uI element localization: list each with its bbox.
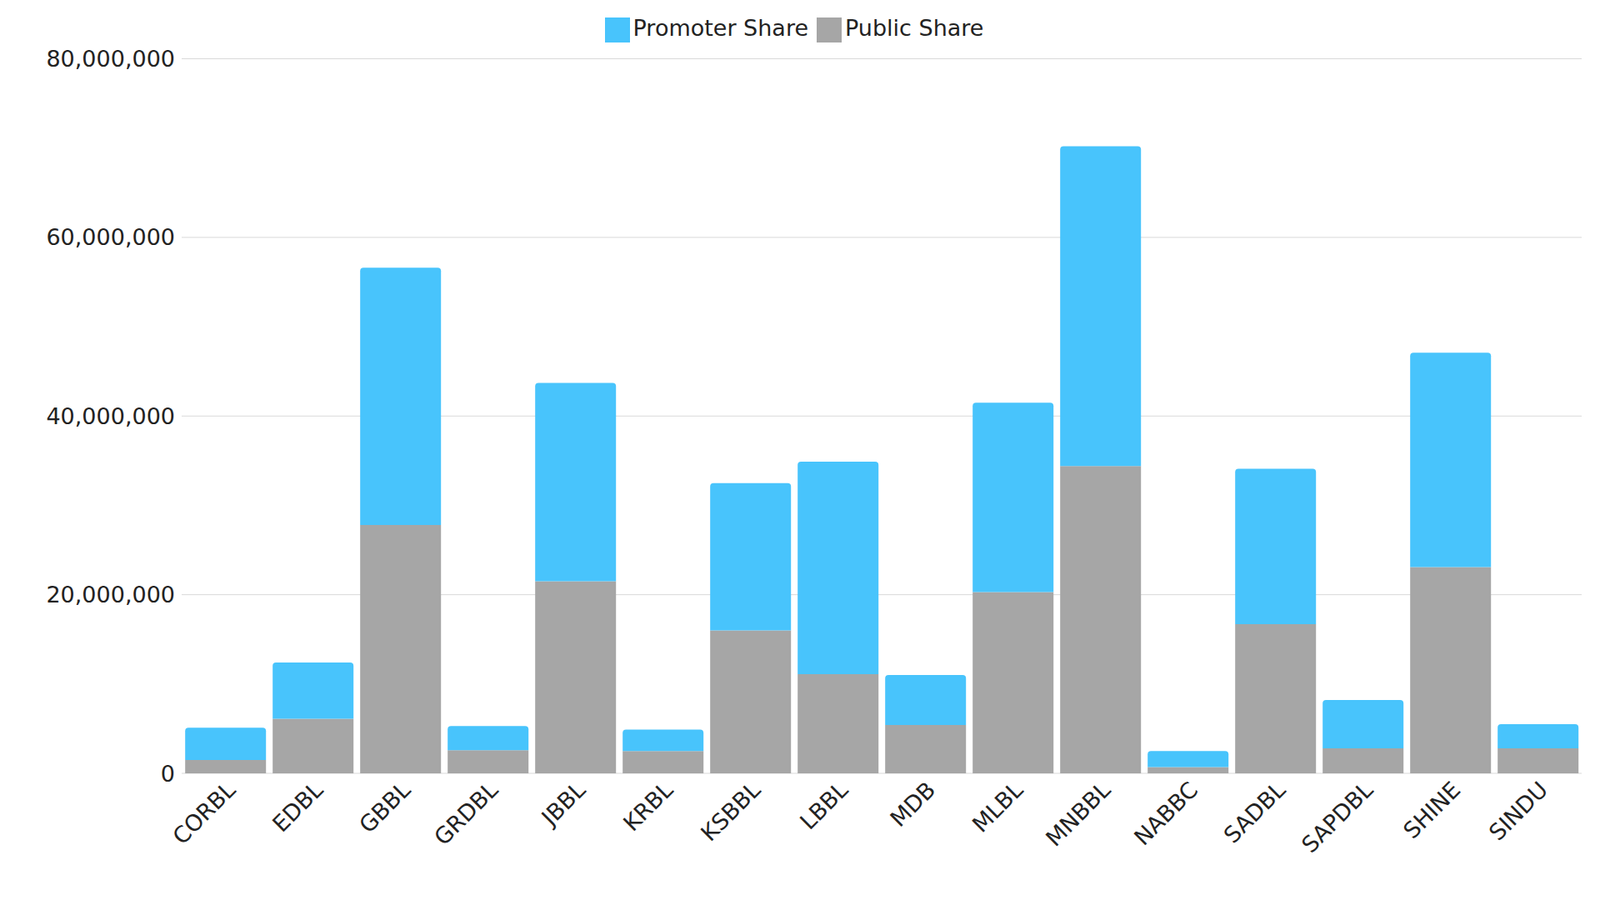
- svg-text:LBBL: LBBL: [795, 776, 853, 835]
- svg-text:60,000,000: 60,000,000: [45, 224, 175, 250]
- svg-text:JBBL: JBBL: [535, 776, 590, 832]
- svg-text:EDBL: EDBL: [267, 776, 328, 837]
- svg-text:SADBL: SADBL: [1218, 776, 1290, 849]
- svg-text:SINDU: SINDU: [1484, 776, 1554, 846]
- svg-text:KSBBL: KSBBL: [695, 776, 765, 846]
- svg-text:KRBL: KRBL: [618, 776, 678, 836]
- svg-text:NABBC: NABBC: [1129, 776, 1203, 850]
- svg-text:MDB: MDB: [885, 776, 940, 832]
- svg-text:GBBL: GBBL: [354, 776, 416, 839]
- svg-text:SHINE: SHINE: [1398, 776, 1465, 844]
- svg-text:0: 0: [160, 760, 175, 787]
- svg-text:CORBL: CORBL: [167, 776, 240, 850]
- html-text:Promoter Share: Promoter Share: [633, 15, 809, 41]
- svg-text:80,000,000: 80,000,000: [45, 45, 175, 72]
- svg-text:GRDBL: GRDBL: [429, 776, 503, 850]
- svg-text:20,000,000: 20,000,000: [45, 581, 175, 608]
- svg-text:40,000,000: 40,000,000: [45, 403, 175, 430]
- svg-text:MLBL: MLBL: [967, 776, 1029, 838]
- svg-text:SAPDBL: SAPDBL: [1296, 776, 1378, 858]
- svg-text:MNBBL: MNBBL: [1040, 776, 1116, 852]
- html-text:Public Share: Public Share: [845, 15, 984, 41]
